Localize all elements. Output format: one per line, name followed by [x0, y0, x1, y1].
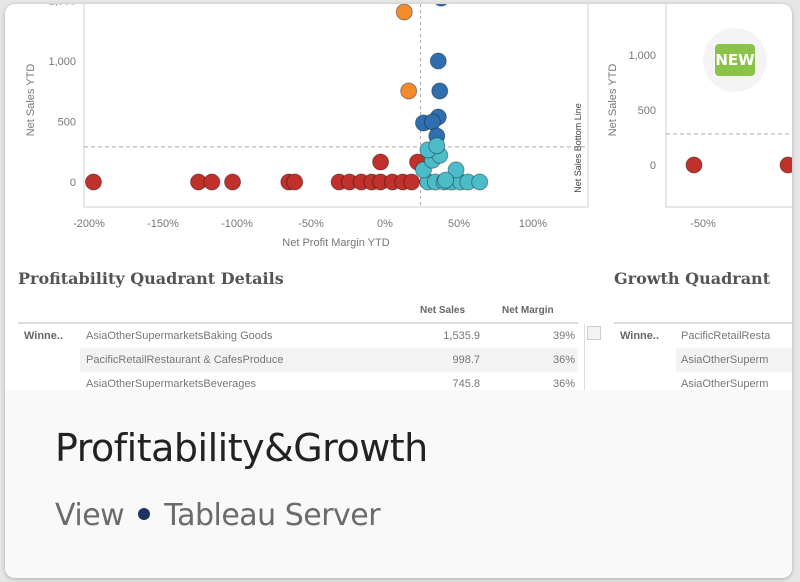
x-tick-label: 100% — [519, 218, 547, 230]
y-tick-label: 0 — [70, 177, 76, 189]
plot-frame — [83, 4, 589, 208]
row-stripe — [80, 348, 578, 372]
side-x-tick-label: -50% — [690, 218, 716, 230]
x-tick-label: -150% — [147, 218, 179, 230]
side-data-point — [685, 156, 703, 174]
group-label: Winne.. — [620, 330, 660, 342]
data-point-red — [372, 153, 390, 171]
data-point-blue — [429, 52, 447, 70]
side-y-tick-label: 0 — [650, 160, 656, 172]
row-name: AsiaOtherSuperm — [681, 378, 769, 390]
side-y-tick-label: 500 — [638, 105, 656, 117]
growth-table-title: Growth Quadrant — [614, 269, 771, 288]
data-point-teal — [471, 173, 489, 191]
x-tick-label: 50% — [448, 218, 470, 230]
data-point-red — [203, 173, 221, 191]
row-net-margin: 39% — [552, 330, 575, 342]
row-name: AsiaOtherSupermarketsBaking Goods — [86, 330, 273, 342]
row-net-margin: 36% — [552, 354, 575, 366]
data-point-red — [403, 173, 421, 191]
row-net-sales: 745.8 — [452, 378, 480, 390]
scatter-chart: -200% -150% -100% -50% 0% 50% 100% 0 500 1,000 1,5… — [25, 4, 792, 249]
x-axis-label: Net Profit Margin YTD — [282, 237, 389, 249]
row-stripe — [676, 348, 792, 372]
row-name: AsiaOtherSuperm — [681, 354, 769, 366]
data-point-red — [286, 173, 304, 191]
content-type: View — [55, 498, 125, 533]
column-header-net-margin: Net Margin — [502, 305, 554, 316]
data-point-teal — [437, 171, 455, 189]
x-tick-label: -100% — [221, 218, 253, 230]
x-tick-label: -200% — [73, 218, 105, 230]
x-tick-label: -50% — [298, 218, 324, 230]
data-point-teal — [428, 137, 446, 155]
table-divider — [18, 322, 578, 324]
y-tick-label: 500 — [58, 117, 76, 129]
y-axis-label: Net Sales YTD — [25, 64, 37, 137]
view-thumbnail[interactable]: -200% -150% -100% -50% 0% 50% 100% 0 500 1,000 1,5… — [5, 4, 792, 394]
view-meta: View Tableau Server — [55, 498, 381, 533]
card-footer: Profitability&Growth View Tableau Server — [5, 390, 792, 578]
row-net-sales: 998.7 — [452, 354, 480, 366]
x-tick-label: 0% — [377, 218, 393, 230]
row-net-margin: 36% — [552, 378, 575, 390]
data-point-blue — [431, 82, 449, 100]
side-y-axis-label: Net Sales YTD — [607, 64, 619, 137]
row-name: PacificRetailResta — [681, 330, 771, 342]
new-badge: NEW — [703, 28, 767, 92]
y-tick-label: 1,000 — [48, 56, 76, 68]
scrollbar-thumb[interactable] — [587, 326, 601, 340]
data-point-blue — [435, 4, 448, 7]
view-title[interactable]: Profitability&Growth — [55, 426, 428, 470]
side-data-point — [779, 156, 792, 174]
table-divider — [614, 322, 792, 324]
data-point-red — [224, 173, 242, 191]
side-y-tick-label: 1,000 — [628, 50, 656, 62]
profitability-table-title: Profitability Quadrant Details — [18, 269, 284, 288]
ref-line-label: Net Sales Bottom Line — [573, 103, 583, 193]
data-point-orange — [395, 4, 413, 21]
row-name: PacificRetailRestaurant & CafesProduce — [86, 354, 284, 366]
row-net-sales: 1,535.9 — [443, 330, 480, 342]
data-point-red — [84, 173, 102, 191]
group-label: Winne.. — [24, 330, 64, 342]
view-card[interactable]: -200% -150% -100% -50% 0% 50% 100% 0 500 1,000 1,5… — [5, 4, 792, 578]
content-source: Tableau Server — [164, 498, 381, 533]
y-tick-label: 1,500 — [48, 4, 76, 8]
separator-dot — [138, 507, 151, 520]
table-scrollbar[interactable] — [584, 324, 602, 394]
column-header-net-sales: Net Sales — [420, 305, 466, 316]
side-plot-frame — [665, 4, 792, 208]
data-point-blue — [423, 113, 441, 131]
data-point-teal — [447, 161, 465, 179]
data-point-orange — [400, 82, 418, 100]
row-name: AsiaOtherSupermarketsBeverages — [86, 378, 256, 390]
new-badge-label: NEW — [715, 44, 755, 76]
